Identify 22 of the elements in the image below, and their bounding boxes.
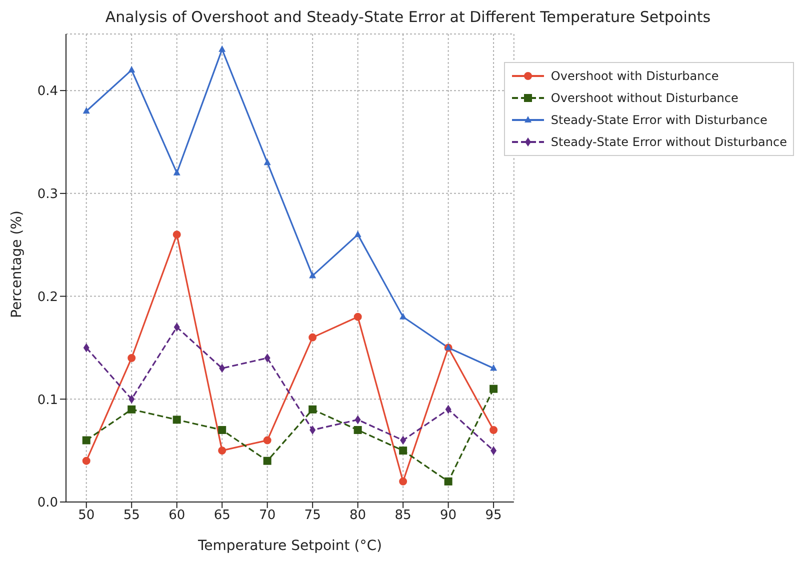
y-tick-label: 0.1 — [37, 392, 58, 408]
y-tick-label: 0.4 — [37, 84, 58, 100]
legend-label: Steady-State Error with Disturbance — [550, 112, 768, 129]
y-tick-label: 0.0 — [37, 496, 58, 511]
x-tick-label: 90 — [440, 508, 457, 524]
x-tick-label: 95 — [485, 508, 502, 524]
x-tick-label: 75 — [304, 508, 321, 524]
x-tick-label: 65 — [214, 508, 230, 524]
x-tick-label: 85 — [394, 508, 412, 524]
x-tick-label: 70 — [259, 508, 276, 524]
x-tick-label: 50 — [78, 508, 95, 524]
y-tick-label: 0.3 — [37, 187, 58, 202]
y-tick-label: 0.2 — [37, 290, 58, 305]
x-tick-label: 80 — [350, 508, 366, 524]
legend-label: Overshoot with Disturbance — [550, 68, 719, 85]
legend-label: Overshoot without Disturbance — [550, 90, 738, 107]
y-axis-title: Percentage (%) — [8, 210, 25, 318]
legend-label: Steady-State Error without Disturbance — [550, 134, 787, 151]
x-tick-label: 55 — [123, 508, 140, 524]
x-axis-title: Temperature Setpoint (°C) — [196, 538, 382, 554]
x-tick-label: 60 — [168, 508, 186, 524]
chart-title: Analysis of Overshoot and Steady-State Error at Different Temperature Setpoints — [104, 8, 712, 26]
